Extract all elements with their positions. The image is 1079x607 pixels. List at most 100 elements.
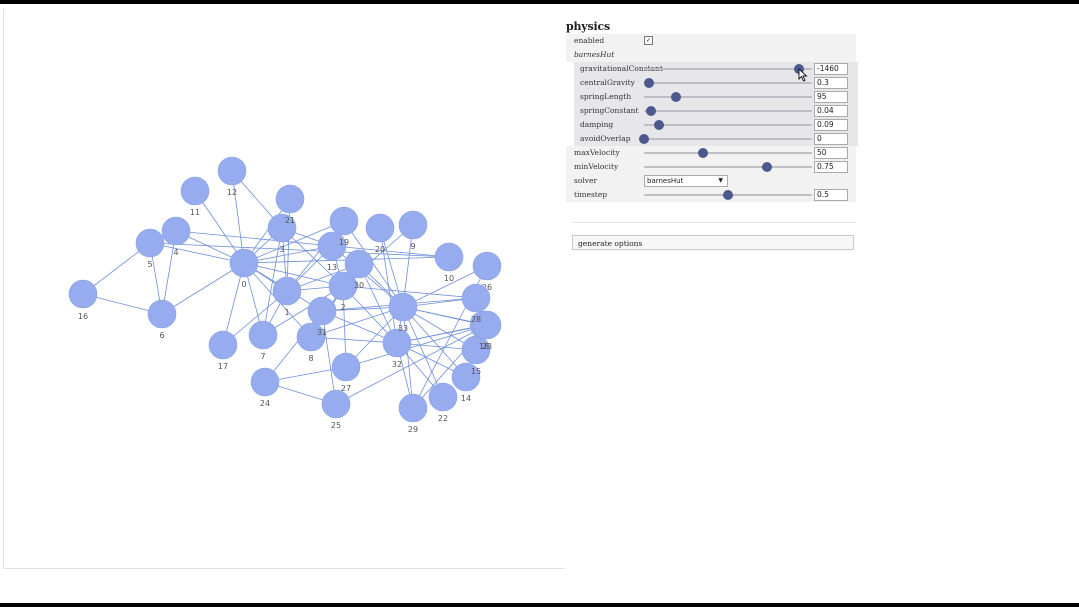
param-slider[interactable] [644, 120, 812, 130]
graph-node-circle[interactable] [344, 249, 374, 279]
graph-node-circle[interactable] [331, 352, 361, 382]
graph-edge[interactable] [379, 227, 398, 344]
graph-edge[interactable] [286, 198, 291, 292]
graph-node[interactable]: 29 [398, 393, 428, 434]
timestep-value[interactable]: 0.5 [814, 189, 848, 201]
graph-node-circle[interactable] [272, 276, 302, 306]
graph-node-circle[interactable] [147, 299, 177, 329]
param-slider-thumb[interactable] [645, 106, 656, 116]
graph-node-circle[interactable] [365, 213, 395, 243]
graph-edge[interactable] [310, 336, 398, 344]
timestep-slider[interactable] [644, 190, 812, 200]
graph-node[interactable]: 24 [250, 367, 280, 408]
graph-node[interactable]: 33 [388, 292, 418, 333]
graph-node-circle[interactable] [217, 156, 247, 186]
graph-node-circle[interactable] [472, 310, 502, 340]
param-value-input[interactable]: 0.09 [814, 119, 848, 131]
graph-node[interactable]: 5 [135, 228, 165, 269]
graph-node[interactable]: 21 [275, 184, 305, 225]
graph-edge[interactable] [402, 306, 467, 378]
param-value-input[interactable]: 0 [814, 133, 848, 145]
graph-edge[interactable] [262, 285, 344, 336]
graph-edge[interactable] [175, 230, 450, 258]
graph-edge[interactable] [358, 263, 398, 344]
param-slider-thumb[interactable] [670, 92, 681, 102]
enabled-checkbox[interactable]: ✓ [644, 36, 653, 45]
graph-edge[interactable] [345, 324, 488, 368]
graph-node[interactable]: 14 [451, 362, 481, 403]
graph-node[interactable]: 17 [208, 330, 238, 371]
graph-edge[interactable] [243, 262, 344, 287]
graph-node[interactable]: 28 [461, 283, 491, 324]
graph-node-circle[interactable] [317, 231, 347, 261]
graph-node-circle[interactable] [267, 213, 297, 243]
graph-node-circle[interactable] [382, 328, 412, 358]
graph-node-circle[interactable] [398, 210, 428, 240]
graph-edge[interactable] [331, 245, 404, 308]
graph-node-circle[interactable] [321, 389, 351, 419]
graph-node-circle[interactable] [428, 382, 458, 412]
graph-node-circle[interactable] [180, 176, 210, 206]
graph-node-circle[interactable] [135, 228, 165, 258]
param-slider[interactable] [639, 134, 812, 144]
graph-node[interactable]: 9 [398, 210, 428, 251]
graph-node[interactable]: 31 [307, 296, 337, 337]
graph-node-circle[interactable] [68, 279, 98, 309]
max-velocity-slider[interactable] [644, 148, 812, 158]
param-slider[interactable] [644, 78, 812, 88]
generate-options-button[interactable]: generate options [572, 235, 854, 250]
graph-node[interactable]: 10 [434, 242, 464, 283]
graph-node[interactable]: 15 [461, 335, 491, 376]
graph-node[interactable]: 19 [329, 206, 359, 247]
graph-node[interactable]: 32 [382, 328, 412, 369]
param-slider[interactable] [644, 64, 812, 74]
graph-node[interactable]: 26 [472, 251, 502, 292]
min-velocity-slider[interactable] [644, 162, 812, 172]
min-velocity-value[interactable]: 0.75 [814, 161, 848, 173]
graph-node-circle[interactable] [250, 367, 280, 397]
graph-node[interactable]: 6 [147, 299, 177, 340]
param-slider[interactable] [644, 106, 812, 116]
graph-node-circle[interactable] [398, 393, 428, 423]
timestep-slider-thumb[interactable] [723, 190, 733, 200]
param-slider-thumb[interactable] [654, 120, 665, 130]
solver-select[interactable]: barnesHut ▼ [644, 175, 728, 187]
graph-node-circle[interactable] [248, 320, 278, 350]
graph-edge[interactable] [194, 190, 245, 264]
graph-edge[interactable] [262, 227, 283, 336]
graph-edge[interactable] [149, 242, 245, 264]
graph-edge[interactable] [343, 220, 404, 308]
graph-node[interactable]: 1 [272, 276, 302, 317]
param-value-input[interactable]: 95 [814, 91, 848, 103]
graph-node-circle[interactable] [451, 362, 481, 392]
graph-edge[interactable] [342, 285, 477, 299]
graph-edge[interactable] [310, 306, 404, 338]
max-velocity-value[interactable]: 50 [814, 147, 848, 159]
graph-node[interactable]: 7 [248, 320, 278, 361]
graph-node[interactable]: 2 [328, 271, 358, 312]
param-value-input[interactable]: 0.3 [814, 77, 848, 89]
graph-node[interactable]: 8 [296, 322, 326, 363]
graph-node-circle[interactable] [161, 216, 191, 246]
graph-node-circle[interactable] [434, 242, 464, 272]
graph-node-circle[interactable] [461, 283, 491, 313]
param-slider-thumb[interactable] [639, 134, 649, 144]
graph-node[interactable]: 30 [344, 249, 374, 290]
graph-node-circle[interactable] [307, 296, 337, 326]
network-canvas[interactable]: 0 1 2 3 4 5 6 7 8 9 10 11 12 13 14 15 16 17 18 19 20 21 22 23 24… [3, 9, 565, 569]
param-value-input[interactable]: 0.04 [814, 105, 848, 117]
param-slider[interactable] [644, 92, 812, 102]
graph-node-circle[interactable] [329, 206, 359, 236]
graph-node-circle[interactable] [388, 292, 418, 322]
graph-node-circle[interactable] [296, 322, 326, 352]
graph-node[interactable]: 25 [321, 389, 351, 430]
graph-node-circle[interactable] [328, 271, 358, 301]
graph-node-circle[interactable] [229, 248, 259, 278]
graph-edge[interactable] [402, 306, 444, 398]
param-slider-thumb[interactable] [644, 78, 655, 88]
graph-node[interactable]: 23 [472, 310, 502, 351]
graph-node[interactable]: 13 [317, 231, 347, 272]
graph-node[interactable]: 12 [217, 156, 247, 197]
graph-node[interactable]: 3 [267, 213, 297, 254]
